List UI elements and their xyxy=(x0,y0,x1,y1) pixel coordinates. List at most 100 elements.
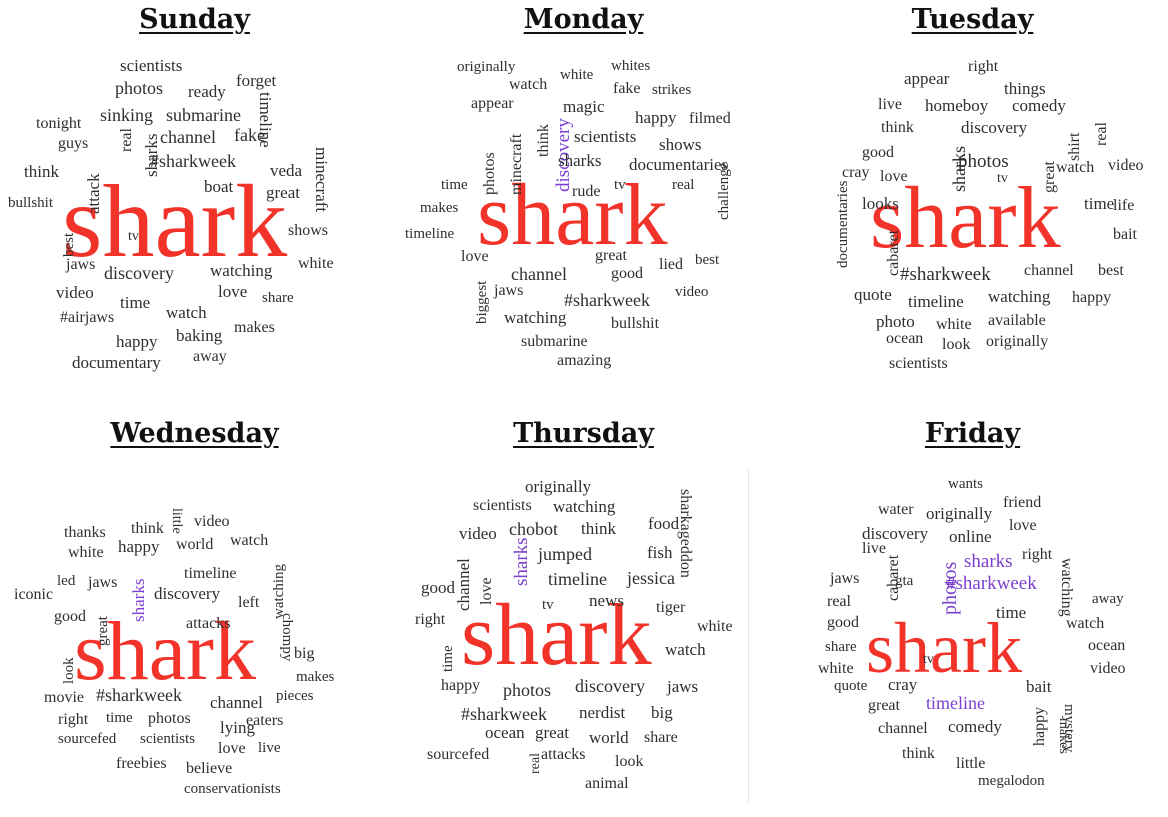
word: real xyxy=(1093,122,1110,146)
word: good xyxy=(862,144,894,161)
word: white xyxy=(936,316,972,333)
word: movie xyxy=(44,689,84,706)
word: things xyxy=(1004,79,1046,98)
word: world xyxy=(589,728,629,747)
word: watching xyxy=(1058,558,1075,617)
word: watch xyxy=(509,76,548,93)
word: lied xyxy=(659,256,683,273)
word: jaws xyxy=(88,574,118,591)
word: news xyxy=(589,591,624,610)
word: bait xyxy=(1026,677,1052,696)
word: right xyxy=(58,711,89,728)
word: big xyxy=(294,645,315,662)
word: good xyxy=(827,614,859,631)
word: sharks xyxy=(964,551,1013,572)
word: photos xyxy=(481,152,498,195)
word: right xyxy=(415,611,446,628)
word: ocean xyxy=(1088,637,1126,654)
word: scientists xyxy=(574,127,637,146)
word: sourcefed xyxy=(427,746,490,763)
word: watching xyxy=(271,564,287,619)
word: quote xyxy=(834,678,868,694)
word: scientists xyxy=(140,731,195,747)
word: watch xyxy=(166,303,207,322)
word-cloud: shark right appear things live homeboy comedy t… xyxy=(778,0,1167,403)
word: freebies xyxy=(116,755,167,772)
word: happy xyxy=(1072,289,1112,306)
word: best xyxy=(61,232,77,257)
word: timeline xyxy=(548,569,607,589)
word: tiger xyxy=(656,599,686,616)
word: scientists xyxy=(473,497,532,514)
word: happy xyxy=(441,677,481,694)
word: originally xyxy=(926,504,993,523)
word: jaws xyxy=(667,677,699,696)
word: live xyxy=(878,96,902,113)
word: makes xyxy=(420,200,459,216)
word: video xyxy=(675,284,709,300)
word: real xyxy=(827,593,851,610)
word: discovery xyxy=(862,524,929,543)
word: happy xyxy=(635,108,677,127)
word: water xyxy=(878,501,914,518)
word: discovery xyxy=(104,263,174,283)
word: good xyxy=(54,608,86,625)
word: quote xyxy=(854,285,892,304)
day-title: Friday xyxy=(924,418,1021,449)
day-panel-tuesday: Tuesday shark right appear things live homebo… xyxy=(778,0,1167,403)
word-shark-main: shark xyxy=(477,167,668,264)
word: photos xyxy=(958,151,1009,172)
word: mystery xyxy=(1061,704,1077,753)
word: bait xyxy=(1113,226,1137,243)
word: conservationists xyxy=(184,781,281,797)
word: right xyxy=(1022,546,1053,563)
word-shark-main: shark xyxy=(74,605,256,698)
word-cloud: shark originally white whites watch fake strik… xyxy=(389,0,778,403)
word: time xyxy=(440,645,456,672)
word: watch xyxy=(1056,159,1095,176)
word: watching xyxy=(210,261,273,280)
word: video xyxy=(459,524,497,543)
word: fake xyxy=(234,125,265,145)
word: real xyxy=(118,128,135,152)
day-title: Monday xyxy=(523,4,644,35)
word: comedy xyxy=(1012,96,1066,115)
word: happy xyxy=(116,332,158,351)
word: white xyxy=(560,67,594,83)
word: love xyxy=(478,577,495,605)
word-cloud: shark little thanks think video white happy wor… xyxy=(0,414,389,817)
word: biggest xyxy=(474,280,490,324)
word: happy xyxy=(118,537,160,556)
word: gta xyxy=(895,573,914,589)
word: chompy xyxy=(279,613,295,662)
word: sharks xyxy=(511,537,532,586)
word: best xyxy=(695,252,720,268)
word: time xyxy=(1084,194,1115,213)
word: shows xyxy=(288,222,329,239)
word: love xyxy=(880,168,908,185)
word: great xyxy=(95,616,111,646)
word: attacks xyxy=(541,746,586,763)
word: friend xyxy=(1003,494,1042,511)
word: ocean xyxy=(485,723,525,742)
word: away xyxy=(1092,591,1124,607)
word: share xyxy=(644,729,678,746)
word: shirt xyxy=(1066,132,1083,161)
word: share xyxy=(262,290,294,306)
word: minecraft xyxy=(508,133,525,195)
word: submarine xyxy=(166,105,241,125)
word: great xyxy=(266,183,300,202)
word: love xyxy=(461,248,489,265)
word: think xyxy=(131,520,164,537)
word: lying xyxy=(220,718,255,737)
word: rude xyxy=(572,183,601,200)
word: great xyxy=(535,723,569,742)
word: channel xyxy=(160,127,216,147)
word: discovery xyxy=(575,676,645,696)
word: timeline xyxy=(184,565,237,582)
word: channel xyxy=(511,264,567,284)
word-cloud: shark scientists photos ready forget sinking s… xyxy=(0,0,389,403)
word-cloud: shark originally scientists watching sharkag… xyxy=(389,414,778,817)
word: sharks xyxy=(129,578,148,622)
word: life xyxy=(1113,197,1135,214)
